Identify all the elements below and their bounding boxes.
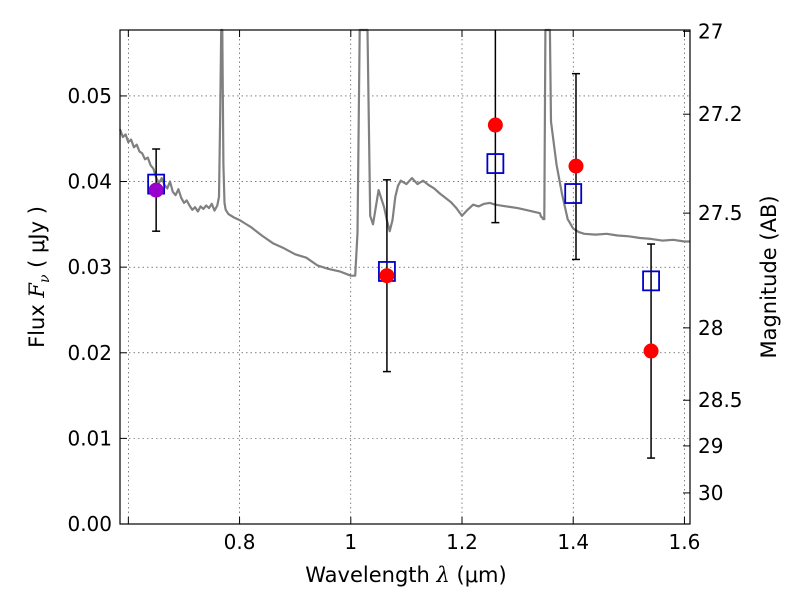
y2-tick-label: 28.5 [698,388,743,412]
y2-tick-label: 29 [698,434,723,458]
x-axis-title: Wavelength λ (μm) [305,563,506,587]
y-axis-title-subscript: ν [37,274,53,283]
observed-point-marker [568,158,584,174]
x-axis-title-unit: (μm) [450,563,507,587]
y-tick-label: 0.04 [67,170,112,194]
observed-point-marker [148,182,164,198]
y2-tick-label: 28 [698,316,723,340]
y-tick-label: 0.01 [67,426,112,450]
model-square-marker [486,153,505,174]
spectrum-layer [118,28,690,277]
tick-layer: 0.8 1 1.2 1.4 1.6 0.00 0.01 0.02 0.03 0.04 0.05 27 2… [67,19,742,554]
y2-tick-label: 27.2 [698,102,743,126]
y-tick-label: 0.03 [67,255,112,279]
y2-tick-label: 27 [698,19,723,43]
y2-tick-label: 30 [698,481,723,505]
y-axis-title-prefix: Flux [25,298,49,348]
grid-layer [120,30,690,525]
spectrum-line [118,28,690,277]
y-axis-title-unit: ( μJy ) [25,206,49,274]
marker-layer [147,117,660,359]
x-tick-label: 1.6 [669,530,701,554]
x-tick-label: 1.2 [446,530,478,554]
model-square-marker [642,270,660,292]
x-tick-label: 0.8 [224,530,256,554]
y2-axis-title: Magnitude (AB) [757,195,781,358]
x-axis-title-prefix: Wavelength [305,563,436,587]
model-square-marker [564,183,583,204]
plot-frame [119,29,691,525]
observed-point-marker [487,117,503,133]
y-axis-title-symbol: F [25,282,49,299]
y-axis-title: Flux Fν ( μJy ) [25,206,53,348]
observed-point-marker [379,268,395,284]
observed-point-marker [643,343,659,359]
errorbar-layer [152,30,656,459]
y2-tick-label: 27.5 [698,201,743,225]
y-tick-label: 0.00 [67,512,112,536]
x-axis-title-symbol: λ [436,563,450,587]
x-tick-label: 1 [344,530,357,554]
y-tick-label: 0.02 [67,341,112,365]
x-tick-label: 1.4 [557,530,589,554]
y-tick-label: 0.05 [67,84,112,108]
